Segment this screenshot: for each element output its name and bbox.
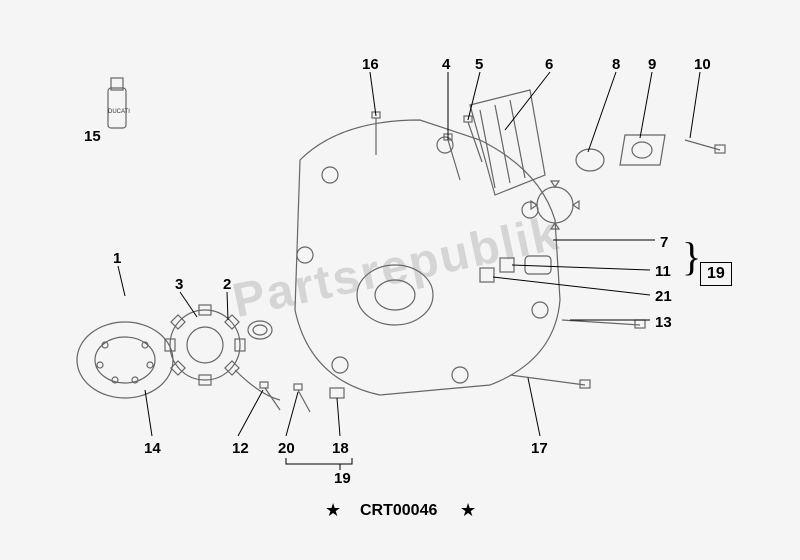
- star-right: ★: [460, 500, 476, 521]
- star-left: ★: [325, 500, 341, 521]
- diagram-container: DUCATI: [0, 0, 800, 560]
- bottom-bracket: [0, 0, 800, 560]
- footer-code: CRT00046: [360, 502, 437, 520]
